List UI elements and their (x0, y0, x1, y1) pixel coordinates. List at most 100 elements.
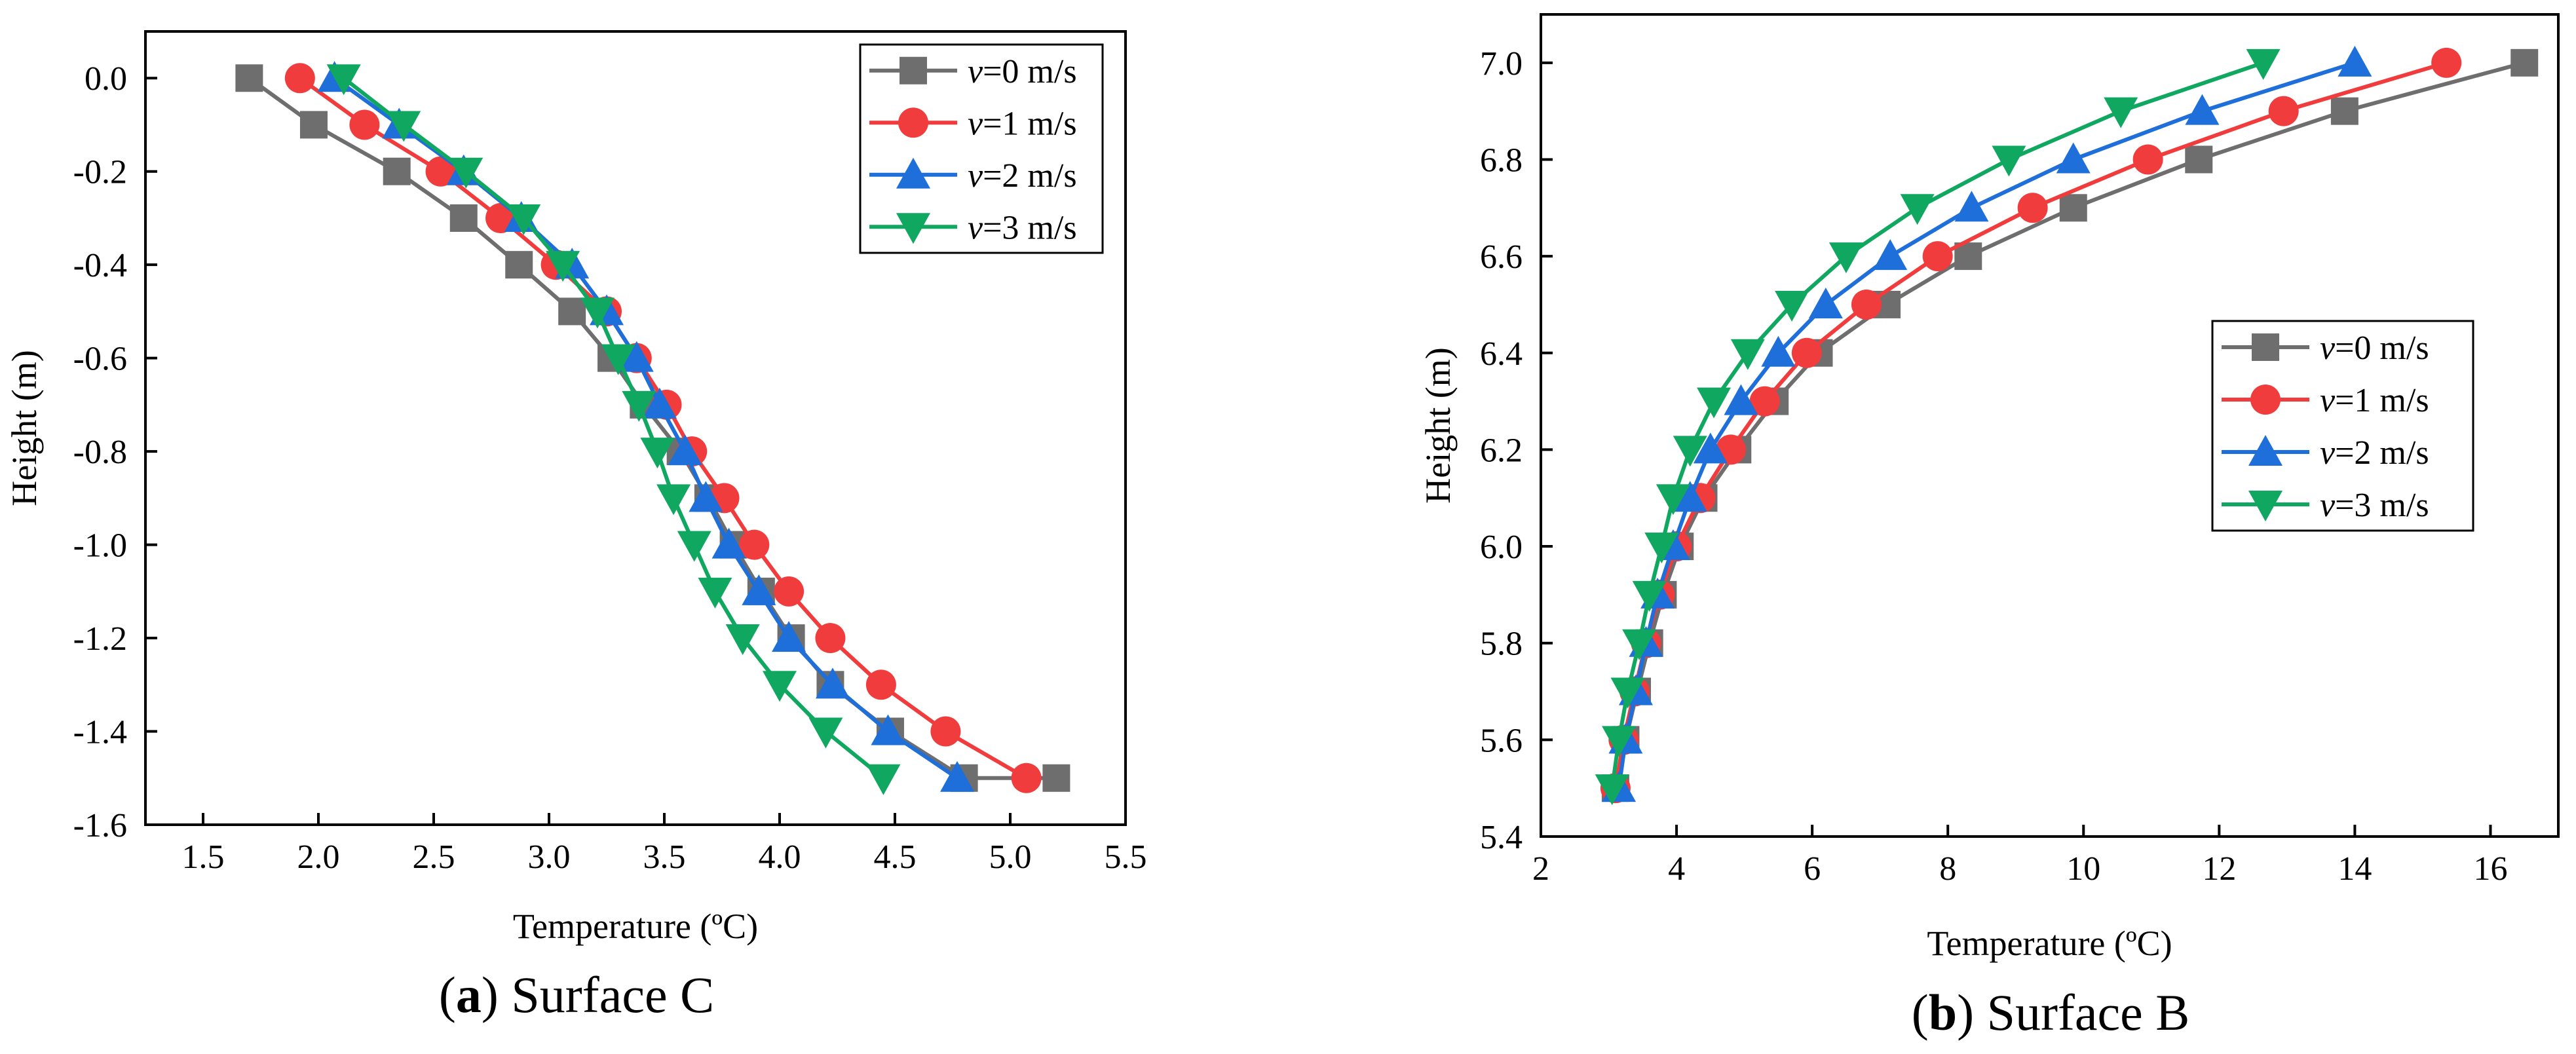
data-point (2338, 45, 2372, 77)
legend-marker (2248, 435, 2282, 466)
legend-label-var: v (968, 105, 983, 142)
legend-item: v=1 m/s (2222, 382, 2429, 419)
y-tick-label: -1.2 (73, 620, 127, 658)
legend-label-var: v (2320, 329, 2336, 367)
panel-label: b (1929, 984, 1957, 1041)
legend-label-text: =3 m/s (2335, 487, 2429, 524)
data-point (1632, 580, 1667, 612)
data-point (1697, 387, 1732, 419)
series-line (1610, 60, 2264, 789)
data-point (815, 623, 846, 654)
series-line (1613, 60, 2526, 789)
data-point (772, 621, 806, 652)
plot-frame (144, 30, 1127, 826)
y-tick-label: 5.6 (1480, 722, 1523, 759)
legend-label: v=0 m/s (2320, 329, 2429, 367)
data-point (383, 157, 411, 185)
x-tick-label: 4.5 (874, 838, 917, 876)
y-tick-label: -0.4 (73, 247, 127, 284)
legend-label: v=1 m/s (968, 105, 1077, 142)
x-tick-label: 1.5 (182, 838, 225, 876)
legend-label-var: v (968, 53, 983, 90)
data-point (763, 671, 797, 702)
data-point (677, 531, 711, 562)
x-tick-label: 12 (2202, 850, 2236, 888)
legend-marker (2248, 491, 2282, 521)
series-3 (326, 64, 901, 795)
legend-label-text: =0 m/s (2335, 329, 2429, 367)
data-point (349, 109, 380, 140)
legend-marker (898, 107, 928, 138)
data-point (2185, 145, 2213, 174)
x-tick-label: 5.0 (989, 838, 1032, 876)
data-point (725, 624, 760, 656)
data-point (642, 387, 677, 419)
data-point (930, 716, 961, 747)
data-point (235, 64, 263, 92)
data-point (2431, 47, 2462, 78)
series-line (342, 76, 885, 780)
panel-label: a (456, 966, 482, 1023)
legend-label-text: =3 m/s (983, 209, 1076, 246)
x-tick-label: 6 (1804, 850, 1821, 888)
data-point (1042, 764, 1070, 792)
y-tick-label: 6.2 (1480, 432, 1523, 469)
data-point (1851, 289, 1882, 320)
x-tick-label: 3.5 (643, 838, 686, 876)
series-3 (1595, 48, 2281, 806)
data-point (1011, 762, 1042, 793)
data-point (940, 761, 975, 792)
legend-label-text: =2 m/s (2335, 434, 2429, 472)
series-2 (1602, 45, 2372, 802)
legend-item: v=0 m/s (2222, 329, 2429, 367)
legend-label-text: =0 m/s (983, 53, 1076, 90)
legend-label: v=2 m/s (968, 157, 1077, 195)
x-tick-label: 2.0 (297, 838, 340, 876)
data-point (865, 669, 896, 700)
y-axis-label: Height (m) (5, 350, 44, 506)
data-point (425, 156, 456, 187)
legend-item: v=3 m/s (2222, 487, 2429, 524)
y-tick-label: -1.6 (73, 807, 127, 844)
x-tick-label: 10 (2066, 850, 2100, 888)
data-point (387, 111, 421, 142)
data-point (1673, 481, 1707, 512)
legend-marker (2252, 333, 2279, 361)
panel-caption: (b) Surface B (1912, 984, 2190, 1041)
legend-label-var: v (2320, 487, 2336, 524)
data-point (656, 484, 691, 516)
x-tick-label: 2.5 (413, 838, 455, 876)
chart-panel-b: 2 4 6 8 10 12 14 16 5.4 5.6 5.8 6.0 6.2 6.4 6.6 6.8 7.0 T… (1418, 13, 2560, 1041)
data-point (2246, 48, 2281, 80)
data-point (698, 577, 732, 609)
legend-item: v=3 m/s (869, 209, 1077, 246)
data-point (2330, 97, 2358, 125)
legend-label-var: v (2320, 382, 2336, 419)
data-point (711, 527, 746, 559)
data-point (1656, 484, 1690, 516)
y-tick-label: 5.8 (1480, 626, 1523, 663)
panel-caption: (a) Surface C (439, 966, 714, 1023)
y-tick-label: -1.0 (73, 527, 127, 565)
data-point (1828, 242, 1863, 274)
data-point (558, 297, 586, 326)
y-tick-label: -1.4 (73, 714, 127, 751)
data-point (871, 714, 905, 745)
data-point (668, 434, 702, 466)
y-tick-label: -0.6 (73, 341, 127, 378)
x-axis-label: Temperature (ºC) (1927, 924, 2172, 963)
data-point (1595, 774, 1629, 806)
legend-marker (2250, 385, 2281, 415)
data-point (2185, 94, 2220, 125)
data-point (2059, 194, 2087, 222)
data-point (1622, 629, 1657, 660)
data-point (299, 111, 328, 139)
data-point (1610, 677, 1645, 709)
legend: v=0 m/sv=1 m/sv=2 m/sv=3 m/s (2211, 320, 2474, 532)
data-point (601, 344, 635, 375)
data-point (1900, 194, 1935, 225)
y-tick-label: 6.6 (1480, 238, 1523, 276)
data-point (2104, 97, 2138, 128)
data-point (1873, 239, 1908, 271)
